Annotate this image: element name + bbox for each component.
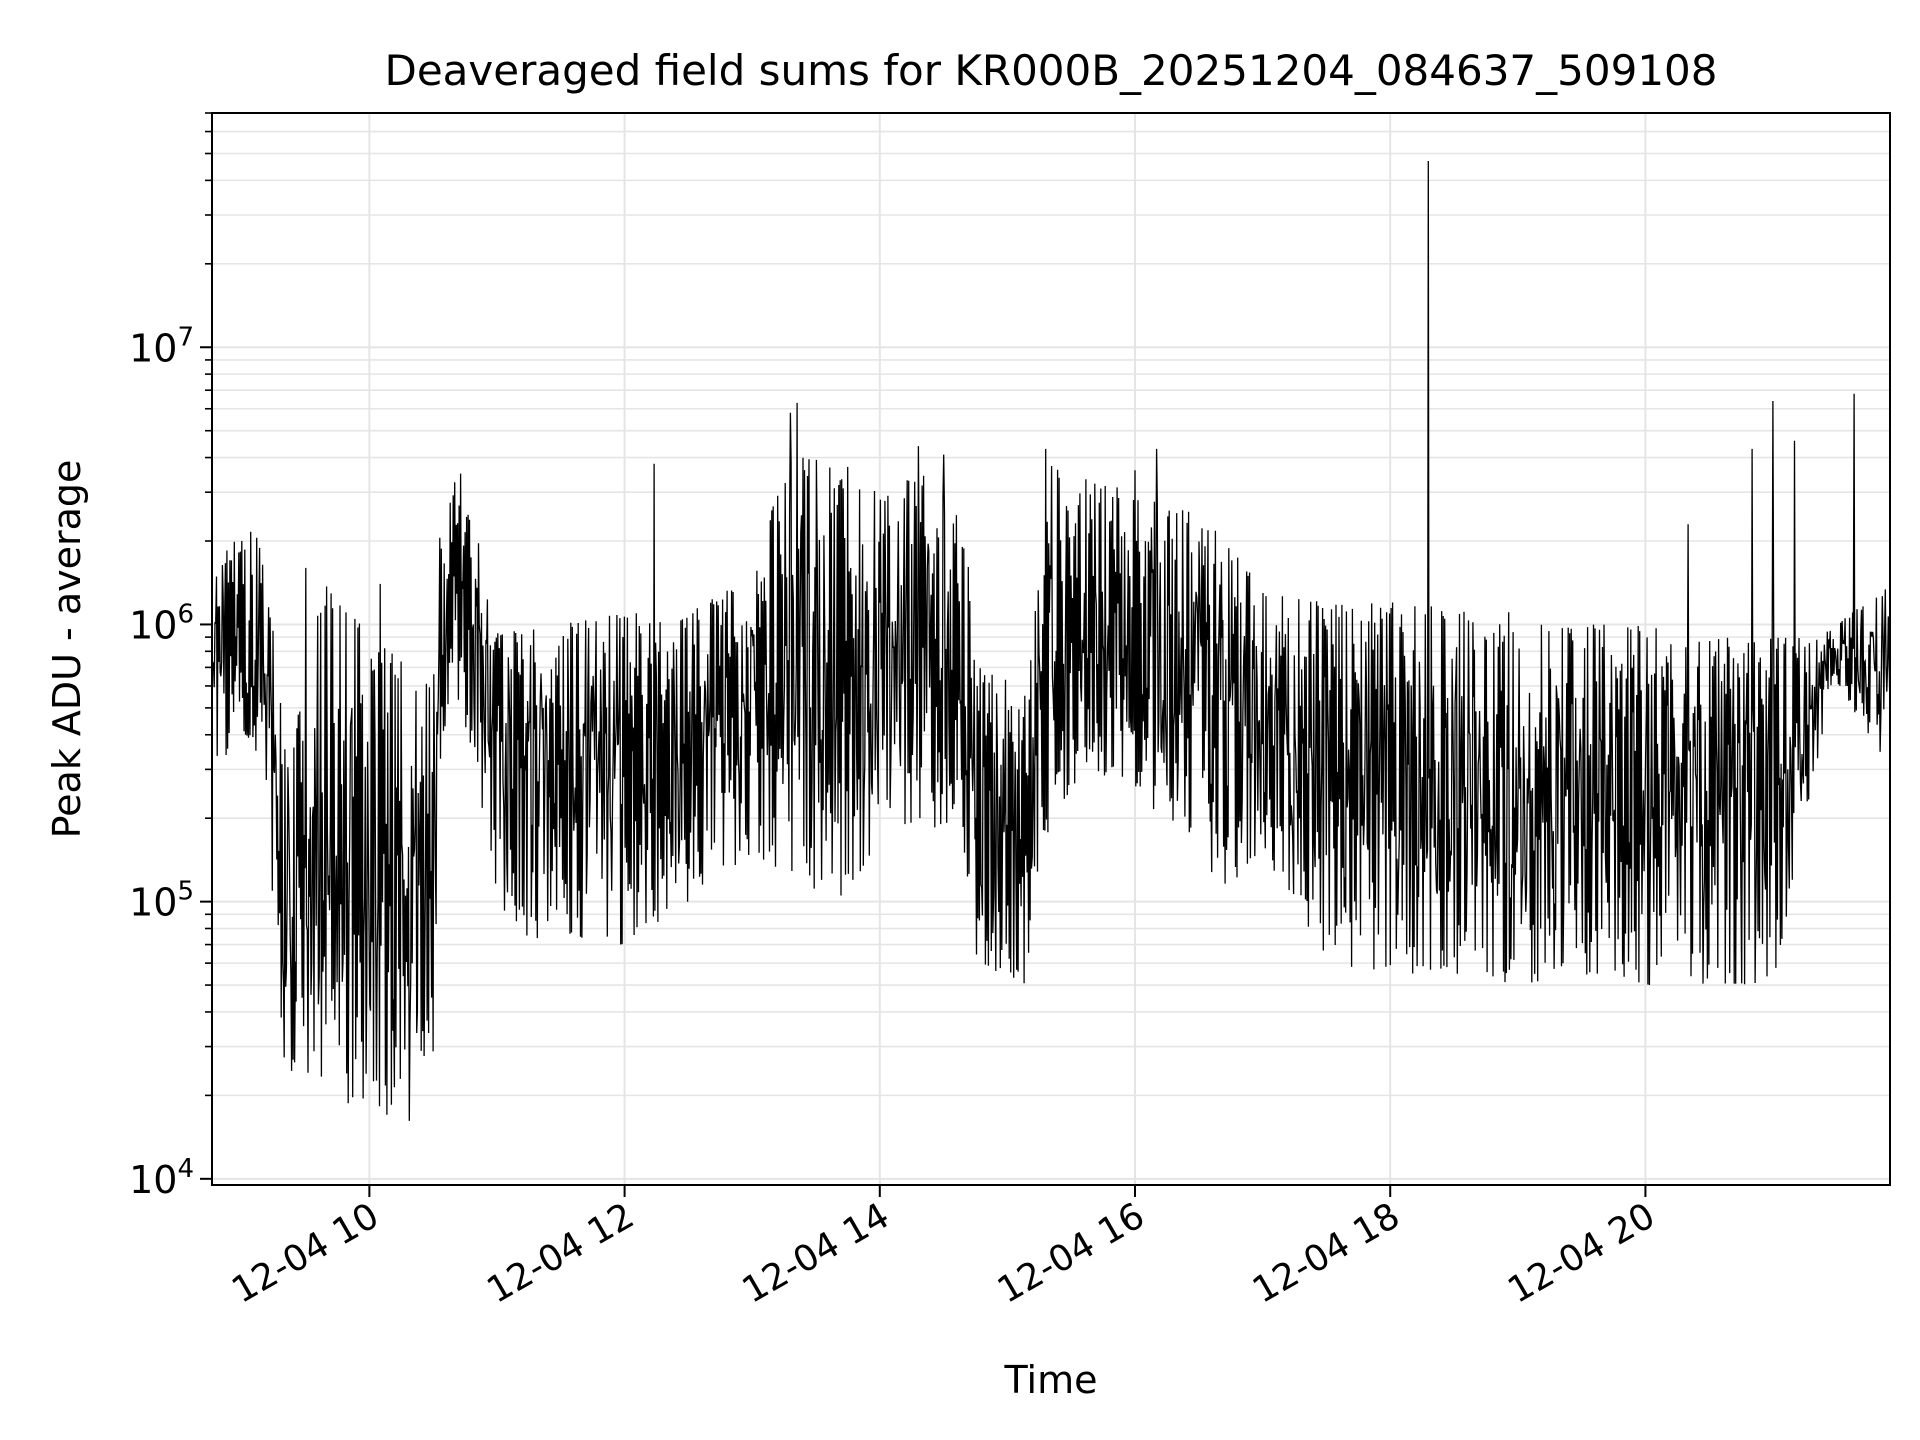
- x-tick-label: 12-04 10: [225, 1195, 386, 1311]
- y-axis-ticks: 104 105 106 107: [129, 112, 212, 1202]
- y-tick-label: 104: [129, 1154, 194, 1202]
- x-tick-label: 12-04 16: [991, 1195, 1152, 1311]
- series-path: [211, 160, 1891, 1121]
- y-tick-label: 107: [129, 322, 194, 370]
- x-tick-label: 12-04 14: [736, 1195, 897, 1311]
- plot-frame: [211, 112, 1891, 1186]
- x-tick-label: 12-04 18: [1246, 1195, 1407, 1311]
- x-tick-label: 12-04 20: [1501, 1195, 1662, 1311]
- y-axis-label: Peak ADU - average: [45, 460, 89, 839]
- series-line: [211, 160, 1891, 1121]
- x-tick-label: 12-04 12: [480, 1195, 641, 1311]
- x-axis-ticks: 12-04 10 12-04 12 12-04 14 12-04 16 12-04 18…: [225, 1185, 1662, 1312]
- y-tick-label: 105: [129, 877, 194, 925]
- x-axis-label: Time: [1004, 1358, 1098, 1402]
- y-tick-label: 106: [129, 599, 194, 647]
- chart-title: Deaveraged field sums for KR000B_2025120…: [385, 46, 1718, 95]
